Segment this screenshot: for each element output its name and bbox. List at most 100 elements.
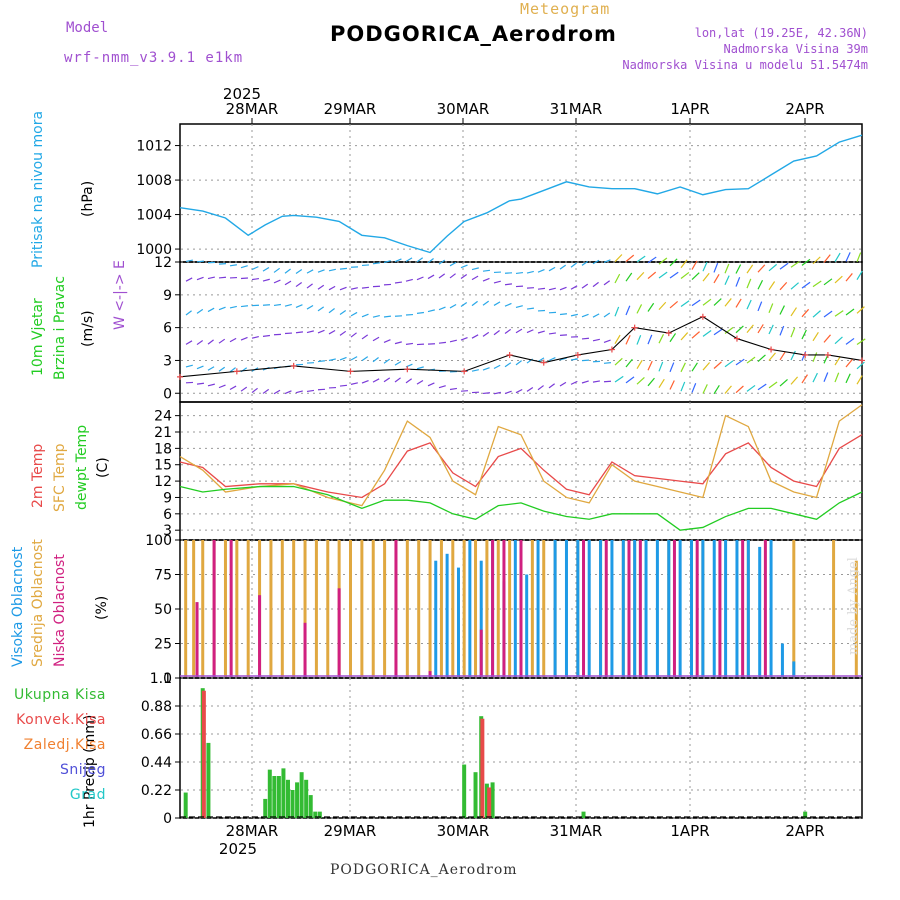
cloud-bar-2-16 — [672, 540, 676, 677]
wind-arrow-320 — [295, 269, 303, 274]
wind-arrow-163 — [614, 334, 621, 344]
wind-arrow-359 — [724, 263, 730, 274]
wind-arrow-229 — [658, 301, 667, 311]
wind-arrow-261 — [328, 285, 336, 291]
cloud-bar-2-6 — [394, 540, 398, 677]
cloud-bar-1-7 — [513, 540, 517, 677]
wind-arrow-260 — [317, 284, 325, 290]
wind-arrow-89 — [482, 367, 490, 371]
wind-arrow-108 — [691, 362, 698, 372]
ytick-label-wind-2: 6 — [163, 321, 172, 337]
cloud-bar-0-11 — [303, 540, 307, 677]
wind-arrow-201 — [350, 311, 358, 317]
cloud-bar-0-9 — [280, 540, 284, 677]
cloud-bar-2-18 — [718, 540, 722, 677]
wind-arrow-194 — [273, 303, 282, 307]
wind-arrow-157 — [548, 332, 557, 335]
cloud-bar-2-2 — [229, 540, 233, 677]
precip-bar-1-2 — [487, 787, 492, 818]
wind-arrow-162 — [603, 339, 611, 343]
precip-legend-2: Zaledj.Kisa — [23, 737, 106, 753]
wind-arrow-364 — [779, 262, 789, 270]
wind-gust-marker-4 — [404, 366, 411, 373]
cloud-bar-1-1 — [445, 553, 449, 677]
day-label-top-2: 30MAR — [437, 100, 490, 118]
cloud-bar-2-10 — [502, 540, 506, 677]
wind-arrow-294 — [691, 272, 700, 281]
wind-arrow-367 — [812, 256, 821, 265]
wind-arrow-322 — [317, 269, 325, 273]
credit-watermark: made by Angel — [846, 557, 861, 655]
cloud-bar-2-15 — [638, 540, 642, 677]
cloud-bar-0-10 — [292, 540, 296, 677]
wind-arrow-55 — [790, 376, 799, 385]
day-label-bottom-2: 30MAR — [437, 822, 490, 840]
precip-bar-0-12 — [304, 779, 309, 818]
wind-arrow-164 — [625, 335, 631, 345]
wind-arrow-228 — [647, 302, 655, 312]
wind-arrow-200 — [339, 309, 347, 315]
wind-arrow-211 — [460, 302, 468, 308]
wind-arrow-275 — [482, 277, 490, 282]
wind-arrow-15 — [350, 382, 358, 385]
ytick-label-temperature-6: 21 — [154, 425, 172, 441]
ytick-label-temperature-1: 6 — [163, 507, 172, 523]
wind-arrow-281 — [548, 287, 556, 291]
pressure-ylabel: Pritisak na nivou mora — [30, 110, 46, 268]
wind-arrow-79 — [372, 357, 379, 363]
wind-arrow-185 — [856, 338, 866, 346]
wind-arrow-247 — [856, 306, 865, 314]
wind-arrow-143 — [394, 341, 402, 345]
precip-bar-0-19 — [484, 783, 489, 818]
wind-arrow-134 — [295, 331, 304, 334]
ytick-label-precip-3: 0.66 — [141, 727, 172, 743]
wind-gust-marker-1 — [233, 368, 240, 375]
wind-arrow-53 — [768, 381, 778, 389]
ytick-label-cloud-1: 25 — [154, 637, 172, 653]
cloud-bar-1-11 — [564, 540, 568, 677]
wind-arrow-110 — [713, 361, 722, 369]
wind-arrow-251 — [218, 276, 227, 279]
wind-arrow-343 — [548, 266, 556, 272]
wind-gust-marker-15 — [802, 351, 809, 358]
wind-arrow-238 — [757, 301, 763, 312]
wind-arrow-31 — [526, 387, 534, 392]
wind-arrow-156 — [537, 330, 545, 334]
wind-arrow-330 — [405, 257, 413, 262]
wind-arrow-183 — [834, 336, 843, 345]
wind-arrow-11 — [306, 389, 315, 393]
wind-arrow-259 — [306, 283, 313, 289]
wind-arrow-295 — [702, 272, 710, 282]
ytick-label-wind-3: 9 — [163, 288, 172, 304]
wind-arrow-221 — [570, 313, 578, 317]
coords-label: lon,lat (19.25E, 42.36N) — [694, 26, 868, 40]
wind-arrow-274 — [471, 275, 479, 281]
wind-arrow-270 — [427, 274, 435, 280]
wind-arrow-313 — [218, 263, 227, 265]
wind-arrow-3 — [218, 384, 226, 389]
wind-arrow-76 — [339, 356, 347, 361]
wind-arrow-308 — [845, 273, 853, 282]
wind-arrow-318 — [273, 267, 281, 273]
wind-arrow-178 — [779, 325, 785, 336]
wind-arrow-141 — [372, 336, 380, 342]
wind-arrow-106 — [669, 362, 675, 373]
wind-arrow-155 — [526, 329, 534, 334]
wind-arrow-327 — [372, 262, 381, 265]
wind-arrow-352 — [647, 256, 657, 264]
wind-gust-marker-8 — [574, 351, 581, 358]
precip-bar-0-22 — [803, 811, 808, 818]
cloud-bar-1-4 — [479, 560, 483, 677]
wind-arrow-202 — [361, 313, 369, 318]
wind-arrow-38 — [603, 380, 612, 383]
wind-arrow-347 — [592, 259, 600, 265]
wind-arrow-148 — [449, 339, 457, 343]
ytick-label-temperature-0: 3 — [163, 523, 172, 539]
wind-arrow-254 — [251, 277, 260, 281]
cloud-bar-0-29 — [508, 540, 512, 677]
wind-arrow-198 — [317, 306, 325, 312]
wind-arrow-297 — [724, 275, 730, 286]
wind-arrow-56 — [801, 374, 808, 384]
wind-arrow-34 — [559, 381, 567, 387]
wind-speed-line — [179, 316, 863, 378]
